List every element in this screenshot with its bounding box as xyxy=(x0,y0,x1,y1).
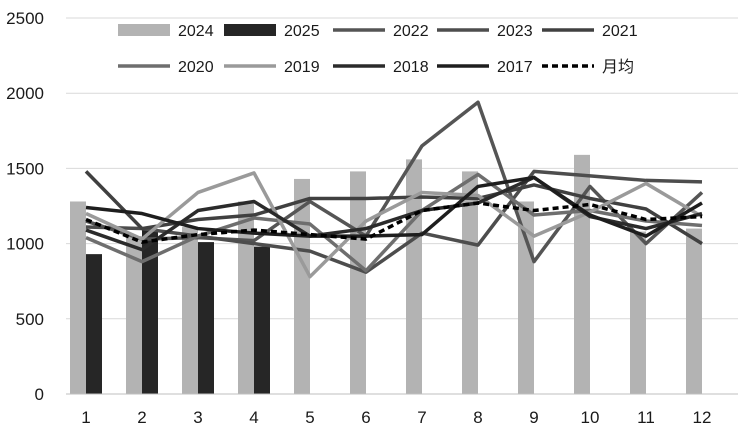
legend-label: 月均 xyxy=(602,58,634,76)
bar-series xyxy=(70,154,702,394)
bar-2024 xyxy=(350,171,366,394)
y-tick-label: 2500 xyxy=(6,9,44,28)
legend-label: 2020 xyxy=(178,59,214,76)
legend-item: 2024 xyxy=(118,23,214,40)
bar-2025 xyxy=(198,242,214,394)
y-tick-label: 500 xyxy=(16,310,44,329)
line-2023 xyxy=(85,169,703,274)
line-2020 xyxy=(85,172,703,273)
legend-item: 2017 xyxy=(437,59,533,76)
bar-2024 xyxy=(462,171,478,394)
legend-label: 2017 xyxy=(497,59,533,76)
legend-label: 2022 xyxy=(393,23,429,40)
y-tick-label: 2000 xyxy=(6,84,44,103)
x-tick-label: 2 xyxy=(137,408,146,427)
x-tick-label: 7 xyxy=(417,408,426,427)
y-tick-label: 1000 xyxy=(6,235,44,254)
legend-item: 2020 xyxy=(118,59,214,76)
x-tick-label: 4 xyxy=(249,408,258,427)
bar-2024 xyxy=(686,228,702,394)
y-tick-label: 0 xyxy=(35,385,44,404)
bar-2024 xyxy=(126,236,142,394)
legend-label: 2023 xyxy=(497,23,533,40)
bar-2024 xyxy=(182,227,198,394)
bar-2024 xyxy=(630,231,646,394)
line-2017 xyxy=(85,175,703,238)
legend-label: 2021 xyxy=(602,23,638,40)
bar-2025 xyxy=(142,230,158,394)
line-2022 xyxy=(85,100,704,264)
bar-2025 xyxy=(86,254,102,394)
line-2019 xyxy=(85,171,703,279)
x-tick-label: 9 xyxy=(529,408,538,427)
x-tick-label: 8 xyxy=(473,408,482,427)
legend-swatch xyxy=(224,24,276,36)
x-tick-label: 11 xyxy=(637,408,655,427)
x-tick-label: 3 xyxy=(193,408,202,427)
line-2021 xyxy=(84,170,703,246)
legend-label: 2025 xyxy=(284,23,320,40)
y-tick-label: 1500 xyxy=(6,159,44,178)
x-tick-label: 6 xyxy=(361,408,370,427)
legend-item: 2019 xyxy=(224,59,320,76)
bar-2024 xyxy=(238,201,254,394)
legend-label: 2024 xyxy=(178,23,214,40)
x-tick-label: 12 xyxy=(693,408,712,427)
x-tick-label: 5 xyxy=(305,408,314,427)
x-tick-label: 1 xyxy=(81,408,90,427)
legend-item: 月均 xyxy=(542,58,634,76)
legend: 2024 2025 2022 2023 2021 2020 2019 2018 2017 月均 xyxy=(118,23,638,76)
legend-label: 2018 xyxy=(393,59,429,76)
legend-swatch xyxy=(118,24,170,36)
line-series xyxy=(84,100,704,279)
bar-2025 xyxy=(254,246,270,394)
y-axis: 0 500 1000 1500 2000 2500 xyxy=(6,9,44,404)
legend-item: 2018 xyxy=(333,59,429,76)
legend-label: 2019 xyxy=(284,59,320,76)
legend-item: 2022 xyxy=(333,23,429,40)
legend-item: 2023 xyxy=(437,23,533,40)
x-axis: 1 2 3 4 5 6 7 8 9 10 11 12 xyxy=(66,393,738,427)
legend-item: 2021 xyxy=(542,23,638,40)
legend-item: 2025 xyxy=(224,23,320,40)
x-tick-label: 10 xyxy=(581,408,600,427)
bar-2024 xyxy=(70,201,86,394)
